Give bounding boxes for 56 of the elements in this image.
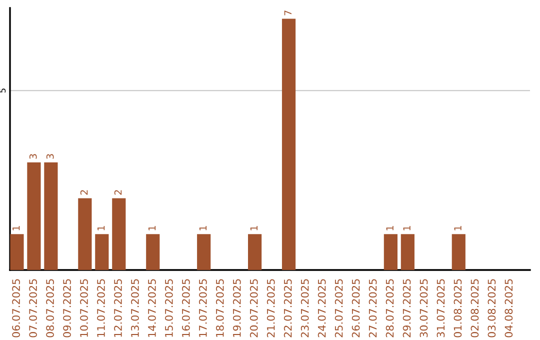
x-tick-label: 13.07.2025 [131, 279, 139, 337]
x-tick-label: 18.07.2025 [216, 279, 224, 337]
x-tick-label: 29.07.2025 [402, 279, 411, 338]
data-label: 1 [12, 226, 20, 230]
x-tick-label: 23.07.2025 [300, 279, 309, 338]
x-tick-label: 24.07.2025 [318, 279, 326, 338]
x-tick-label: 21.07.2025 [266, 279, 275, 338]
bar [452, 234, 466, 270]
data-label: 3 [46, 154, 54, 159]
data-label: 7 [284, 10, 292, 16]
x-tick-label: 06.07.2025 [12, 279, 20, 338]
bar [248, 234, 262, 270]
x-tick-label: 08.07.2025 [46, 279, 54, 338]
data-label: 1 [199, 226, 207, 230]
x-tick-label: 19.07.2025 [232, 279, 241, 337]
data-label: 1 [403, 226, 410, 230]
bar [112, 198, 126, 270]
x-tick-label: 03.08.2025 [488, 279, 496, 338]
x-tick-label: 26.07.2025 [352, 279, 360, 338]
x-tick-label: 12.07.2025 [114, 279, 122, 337]
bar [44, 162, 58, 270]
x-tick-label: 04.08.2025 [504, 279, 513, 338]
data-label: 1 [98, 226, 105, 230]
x-tick-label: 20.07.2025 [250, 279, 258, 338]
x-tick-label: 27.07.2025 [368, 279, 377, 338]
bar [95, 234, 109, 270]
x-tick-label: 09.07.2025 [63, 279, 71, 338]
x-tick-label: 31.07.2025 [436, 279, 445, 338]
x-tick-label: 14.07.2025 [148, 279, 156, 337]
bar [400, 234, 414, 270]
x-tick-label: 22.07.2025 [284, 279, 292, 338]
data-label: 1 [148, 226, 156, 230]
x-tick-label: 28.07.2025 [386, 279, 394, 338]
bar [197, 234, 211, 270]
data-label: 2 [80, 190, 88, 195]
bar [146, 234, 160, 270]
x-tick-label: 10.07.2025 [80, 279, 88, 337]
x-tick-label: 25.07.2025 [334, 279, 343, 338]
x-tick-label: 11.07.2025 [97, 279, 105, 337]
x-tick-label: 16.07.2025 [182, 279, 190, 337]
data-label: 3 [29, 154, 37, 159]
bar [27, 162, 41, 270]
x-tick-label: 07.07.2025 [29, 279, 37, 338]
x-tick-label: 17.07.2025 [198, 279, 207, 337]
data-label: 1 [250, 226, 258, 230]
x-tick-label: 01.08.2025 [454, 279, 462, 338]
data-label: 1 [386, 226, 394, 230]
x-tick-label: 30.07.2025 [420, 279, 428, 338]
x-tick-label: 02.08.2025 [470, 279, 479, 338]
x-tick-label: 15.07.2025 [165, 279, 173, 337]
bar [384, 234, 398, 270]
bar [78, 198, 92, 270]
data-label: 1 [454, 226, 462, 230]
bar [10, 234, 24, 270]
data-label: 2 [114, 190, 122, 195]
bar [282, 18, 296, 270]
